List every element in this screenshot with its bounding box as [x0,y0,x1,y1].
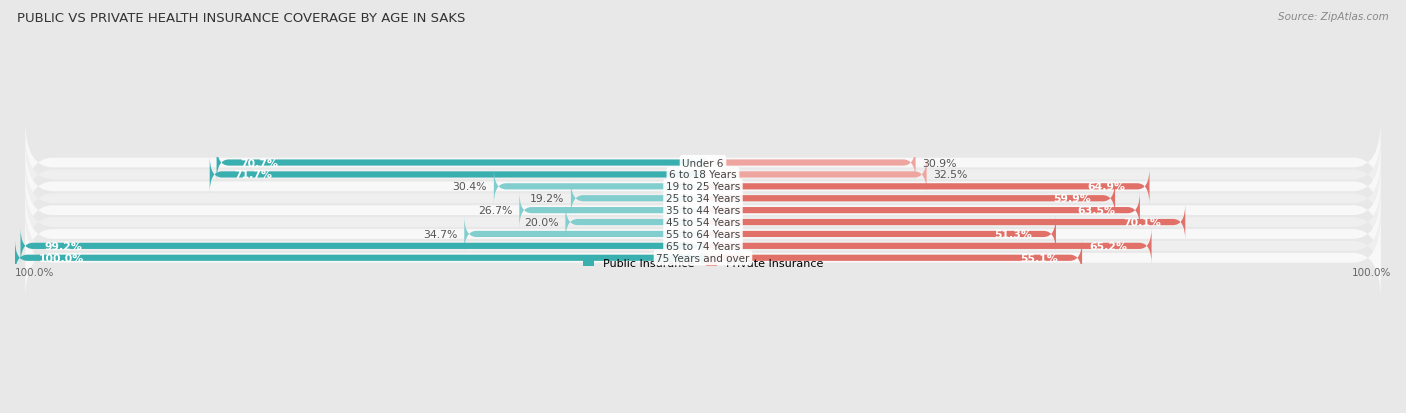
FancyBboxPatch shape [25,180,1381,265]
Text: 30.9%: 30.9% [922,158,957,168]
Text: 45 to 54 Years: 45 to 54 Years [666,218,740,228]
FancyBboxPatch shape [703,216,1056,253]
Legend: Public Insurance, Private Insurance: Public Insurance, Private Insurance [579,253,827,273]
Text: 65 to 74 Years: 65 to 74 Years [666,241,740,251]
FancyBboxPatch shape [217,145,703,181]
Text: 59.9%: 59.9% [1053,194,1091,204]
FancyBboxPatch shape [25,168,1381,253]
Text: 6 to 18 Years: 6 to 18 Years [669,170,737,180]
Text: 20.0%: 20.0% [524,218,558,228]
FancyBboxPatch shape [571,180,703,217]
Text: 34.7%: 34.7% [423,229,457,240]
Text: 65.2%: 65.2% [1090,241,1128,251]
Text: 70.1%: 70.1% [1123,218,1161,228]
Text: 55 to 64 Years: 55 to 64 Years [666,229,740,240]
Text: 35 to 44 Years: 35 to 44 Years [666,206,740,216]
Text: 55.1%: 55.1% [1021,253,1057,263]
Text: 32.5%: 32.5% [934,170,967,180]
FancyBboxPatch shape [703,204,1185,241]
FancyBboxPatch shape [25,192,1381,277]
FancyBboxPatch shape [703,228,1152,265]
FancyBboxPatch shape [519,192,703,229]
FancyBboxPatch shape [25,216,1381,301]
Text: 26.7%: 26.7% [478,206,512,216]
FancyBboxPatch shape [15,240,703,276]
Text: 64.9%: 64.9% [1087,182,1125,192]
Text: 30.4%: 30.4% [453,182,486,192]
Text: Source: ZipAtlas.com: Source: ZipAtlas.com [1278,12,1389,22]
FancyBboxPatch shape [464,216,703,253]
Text: 100.0%: 100.0% [15,267,55,277]
Text: 51.3%: 51.3% [994,229,1032,240]
FancyBboxPatch shape [703,169,1150,205]
FancyBboxPatch shape [25,132,1381,218]
FancyBboxPatch shape [494,169,703,205]
Text: 19 to 25 Years: 19 to 25 Years [666,182,740,192]
Text: 70.7%: 70.7% [240,158,278,168]
FancyBboxPatch shape [21,228,703,265]
Text: PUBLIC VS PRIVATE HEALTH INSURANCE COVERAGE BY AGE IN SAKS: PUBLIC VS PRIVATE HEALTH INSURANCE COVER… [17,12,465,25]
FancyBboxPatch shape [209,157,703,193]
FancyBboxPatch shape [25,144,1381,230]
FancyBboxPatch shape [703,145,915,181]
FancyBboxPatch shape [703,240,1083,276]
FancyBboxPatch shape [703,180,1115,217]
FancyBboxPatch shape [25,204,1381,289]
Text: Under 6: Under 6 [682,158,724,168]
Text: 100.0%: 100.0% [39,253,84,263]
Text: 99.2%: 99.2% [45,241,83,251]
FancyBboxPatch shape [25,121,1381,206]
Text: 25 to 34 Years: 25 to 34 Years [666,194,740,204]
FancyBboxPatch shape [565,204,703,241]
Text: 19.2%: 19.2% [530,194,564,204]
Text: 71.7%: 71.7% [233,170,271,180]
FancyBboxPatch shape [25,156,1381,241]
Text: 100.0%: 100.0% [1351,267,1391,277]
FancyBboxPatch shape [703,157,927,193]
Text: 75 Years and over: 75 Years and over [657,253,749,263]
FancyBboxPatch shape [703,192,1140,229]
Text: 63.5%: 63.5% [1078,206,1116,216]
